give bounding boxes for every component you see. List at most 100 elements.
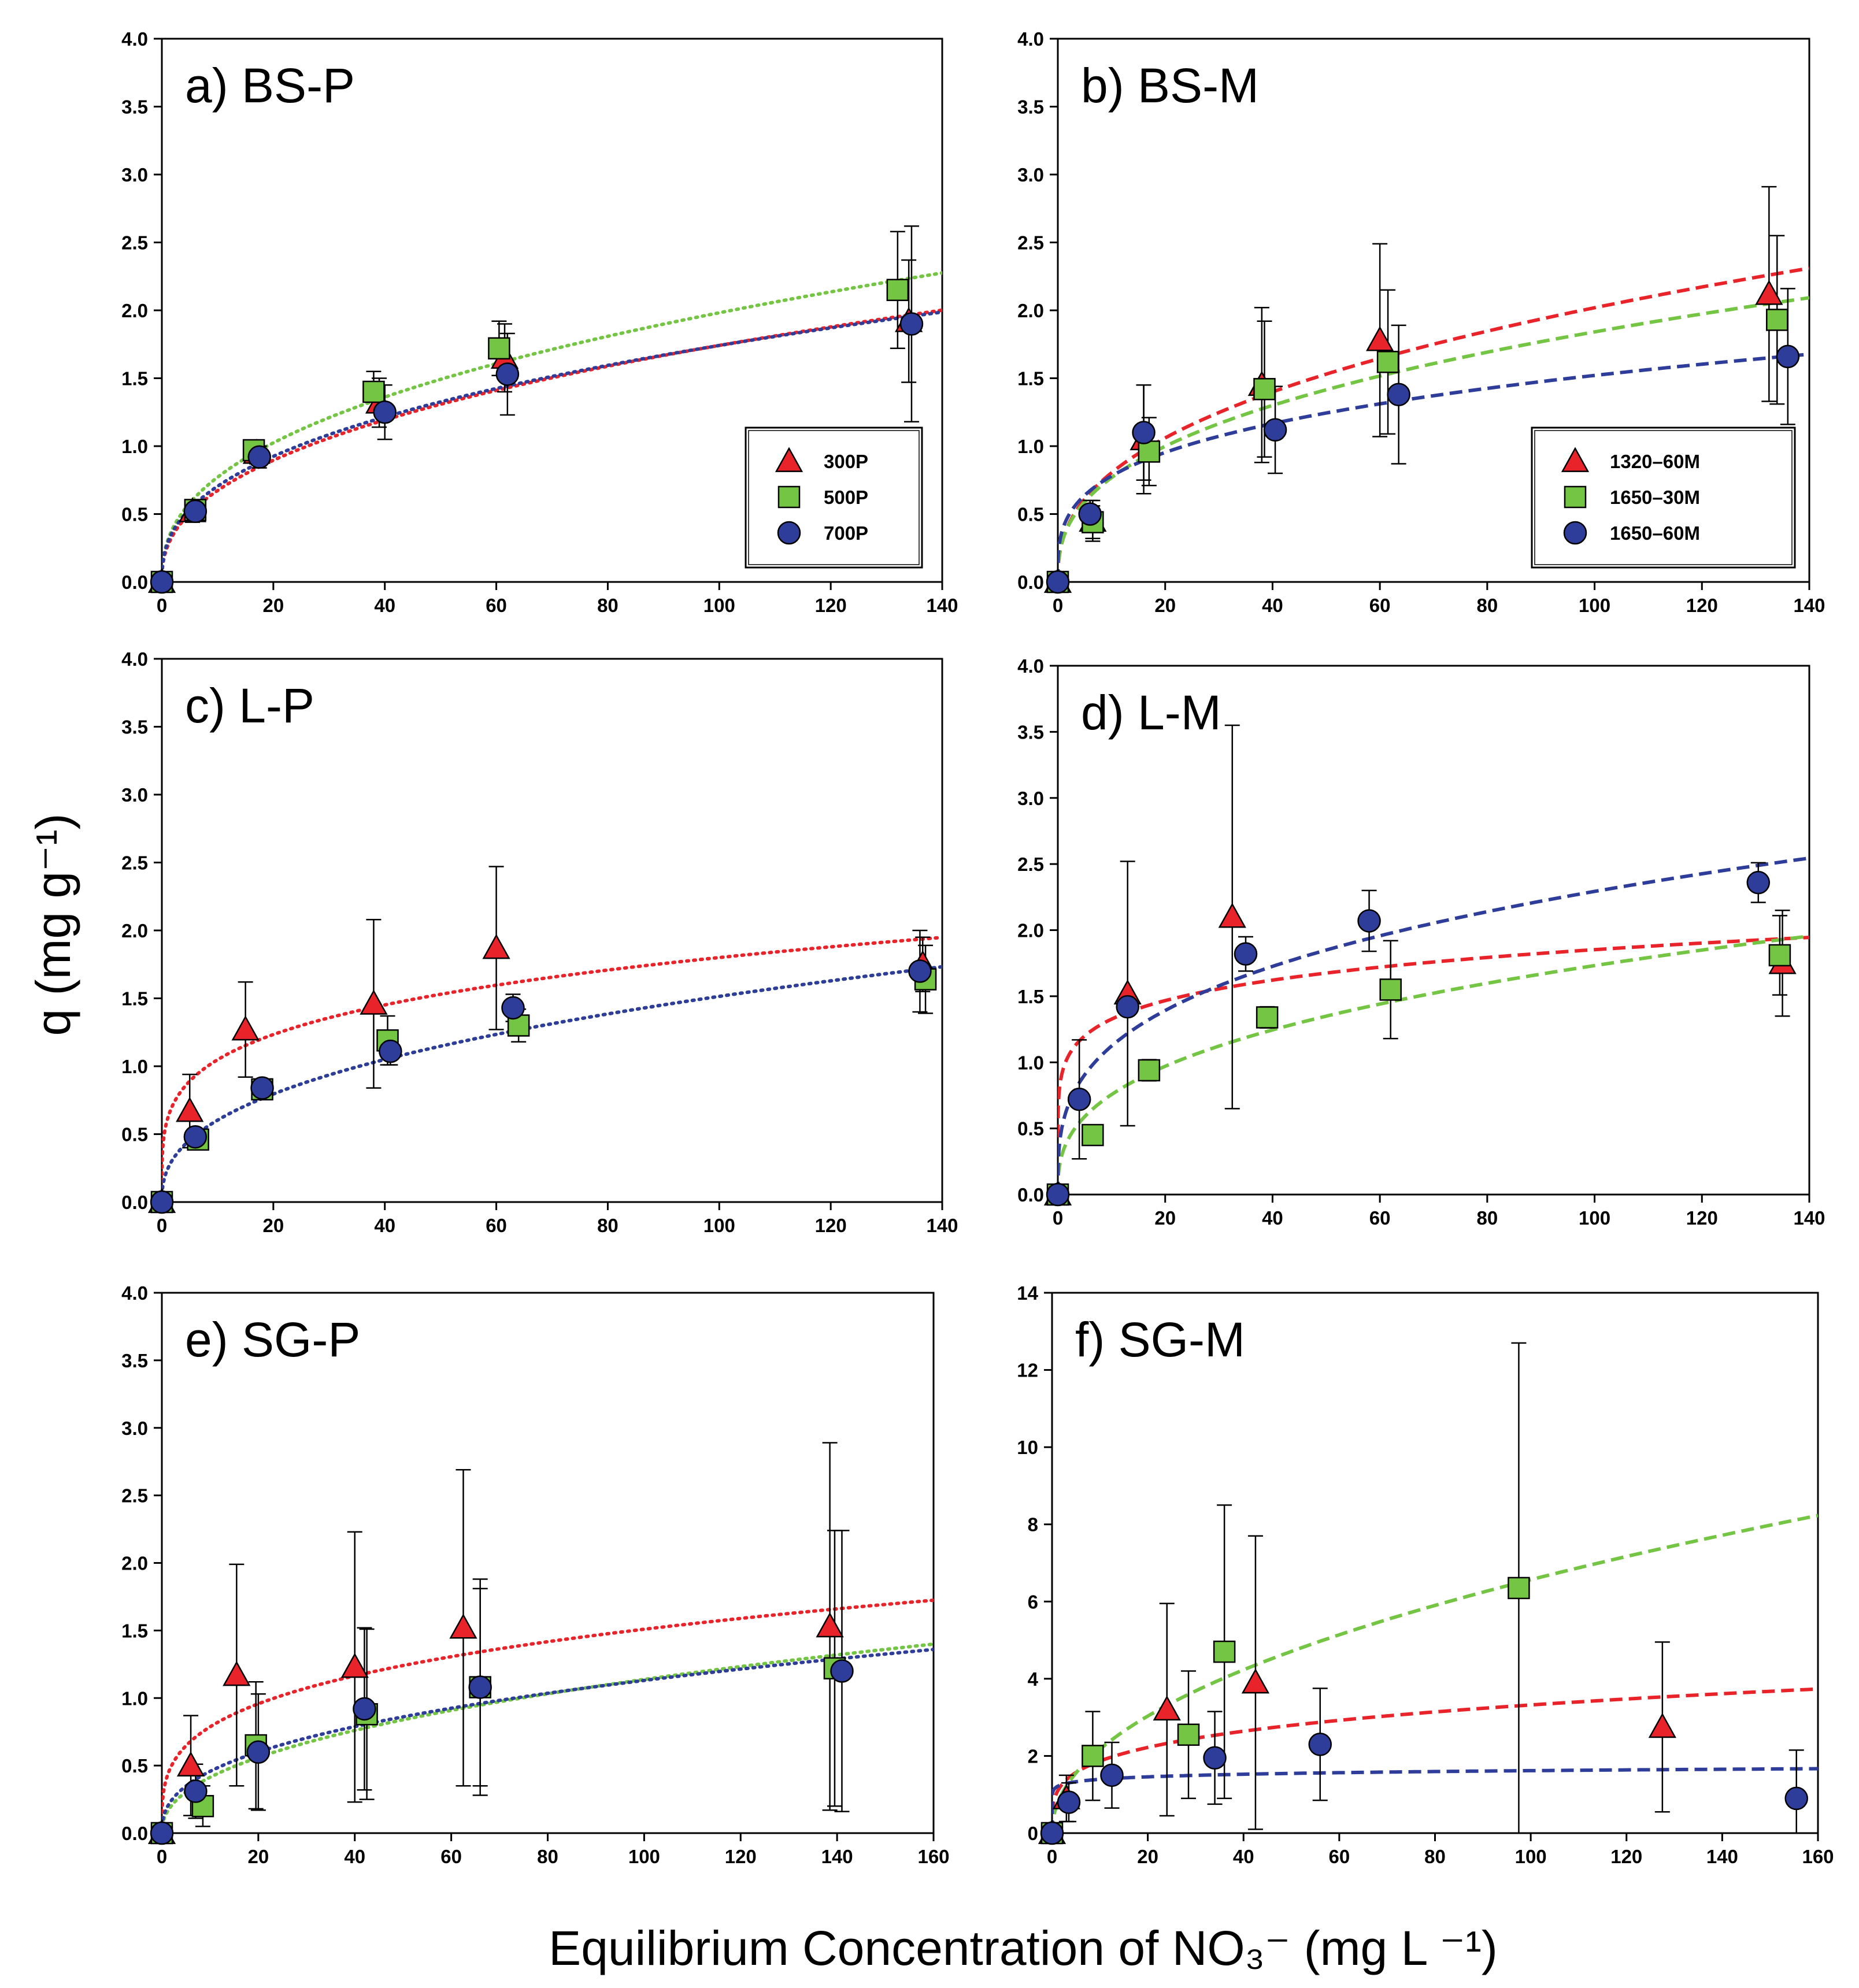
y-tick-label: 3.5 [121, 1350, 148, 1371]
x-tick-label: 40 [1262, 1207, 1283, 1229]
data-point-green [362, 380, 385, 403]
panel-title: b) BS-M [1081, 58, 1259, 113]
x-tick-label: 20 [248, 1846, 269, 1867]
x-tick-label: 120 [815, 595, 847, 616]
y-tick-label: 3.0 [121, 164, 148, 186]
data-point-red [1648, 1712, 1676, 1738]
y-tick-label: 2.0 [121, 1553, 148, 1574]
x-tick-label: 120 [1686, 595, 1718, 616]
data-point-red [360, 989, 388, 1015]
y-tick-label: 6 [1028, 1591, 1038, 1612]
data-point-green [1768, 944, 1791, 967]
data-point-blue [1132, 421, 1156, 444]
x-tick-label: 0 [1053, 1207, 1063, 1229]
x-tick-label: 20 [1154, 595, 1176, 616]
y-tick-label: 0.5 [1017, 1118, 1044, 1140]
x-tick-label: 120 [1686, 1207, 1718, 1229]
x-tick-label: 60 [1369, 595, 1391, 616]
data-point-red [1366, 326, 1394, 351]
data-point-blue [1046, 570, 1070, 594]
y-tick-label: 2.5 [121, 852, 148, 874]
legend-inner-border [748, 430, 920, 565]
y-tick-label: 2.5 [121, 1485, 148, 1507]
data-point-blue [184, 1779, 208, 1803]
x-tick-label: 80 [597, 595, 619, 616]
legend: 300P 500P 700P [745, 426, 923, 569]
y-tick-label: 2.5 [1017, 854, 1044, 875]
y-tick-label: 3.5 [1017, 721, 1044, 743]
data-point-blue [250, 1076, 274, 1100]
x-tick-label: 160 [917, 1846, 949, 1867]
data-point-red [231, 1015, 260, 1041]
x-tick-label: 120 [815, 1215, 847, 1236]
panel-d: 0 20 40 60 80 100 120 140 0.0 0.5 1.0 1.5 2.0 2.5 3.0 3… [1017, 655, 1825, 1229]
y-tick-label: 4 [1028, 1668, 1039, 1690]
panel-f: 0 20 40 60 80 100 120 140 160 0 2 4 6 8 10 12 14 f) SG-M [1017, 1282, 1834, 1867]
y-tick-label: 0.5 [121, 504, 148, 525]
data-point-green [488, 337, 510, 360]
y-tick-label: 1.0 [121, 1687, 148, 1709]
x-tick-label: 60 [1329, 1846, 1350, 1867]
y-tick-label: 1.0 [1017, 436, 1044, 457]
fit-curve-red [162, 308, 942, 582]
data-point-blue [1387, 383, 1410, 406]
y-tick-label: 1.0 [1017, 1052, 1044, 1073]
data-point-red [482, 933, 510, 959]
y-tick-label: 0.0 [121, 1192, 148, 1213]
y-tick-label: 3.5 [1017, 97, 1044, 118]
data-point-red [340, 1652, 369, 1678]
x-tick-label: 40 [1233, 1846, 1254, 1867]
data-point-blue [150, 570, 174, 594]
data-point-blue [183, 1125, 208, 1149]
y-tick-label: 3.0 [121, 1418, 148, 1439]
data-point-green [1177, 1723, 1200, 1746]
y-tick-label: 10 [1017, 1437, 1038, 1458]
x-tick-label: 100 [628, 1846, 660, 1867]
x-tick-label: 80 [537, 1846, 558, 1867]
x-tick-label: 20 [1154, 1207, 1176, 1229]
x-tick-label: 100 [1515, 1846, 1547, 1867]
panel-title: d) L-M [1081, 685, 1221, 740]
panel-title: e) SG-P [185, 1312, 360, 1367]
x-tick-label: 0 [1047, 1846, 1057, 1867]
y-tick-label: 4.0 [121, 28, 148, 50]
x-tick-label: 120 [1610, 1846, 1642, 1867]
data-point-green [1256, 1006, 1279, 1029]
data-point-green [1766, 309, 1788, 331]
y-tick-label: 3.0 [121, 784, 148, 806]
data-point-green [1253, 378, 1276, 400]
data-point-blue [1078, 502, 1102, 526]
y-tick-label: 8 [1028, 1514, 1038, 1535]
data-point-blue [247, 445, 271, 469]
data-point-blue [1263, 418, 1287, 442]
data-point-red [1153, 1695, 1181, 1721]
panel-b: 0 20 40 60 80 100 120 140 0.0 0.5 1.0 1.5 2.0 2.5 3.0 3… [1017, 28, 1825, 616]
y-axis-title: q (mg g⁻¹) [26, 813, 80, 1036]
y-tick-label: 0.5 [121, 1755, 148, 1776]
data-point-blue [150, 1190, 174, 1214]
y-tick-label: 0.0 [1017, 572, 1044, 593]
x-tick-label: 0 [157, 1846, 167, 1867]
data-point-blue [1746, 870, 1771, 895]
y-tick-label: 2.0 [121, 300, 148, 321]
x-tick-label: 40 [1262, 595, 1283, 616]
x-tick-label: 60 [440, 1846, 462, 1867]
legend-marker-green [1564, 485, 1587, 509]
y-tick-label: 1.0 [121, 436, 148, 457]
y-tick-label: 3.0 [1017, 164, 1044, 186]
y-tick-label: 4.0 [121, 1282, 148, 1304]
data-point-green [1508, 1577, 1530, 1600]
y-tick-label: 3.5 [121, 717, 148, 738]
data-point-blue [379, 1039, 402, 1063]
y-tick-label: 3.0 [1017, 788, 1044, 809]
legend-marker-red [1561, 447, 1590, 472]
data-point-blue [353, 1697, 376, 1721]
data-point-blue [830, 1659, 854, 1683]
fit-curve-green [1052, 1514, 1818, 1833]
data-point-green [1138, 440, 1161, 463]
legend-label: 500P [824, 487, 868, 508]
y-tick-label: 2.0 [1017, 300, 1044, 321]
legend-label: 1320–60M [1610, 451, 1700, 472]
x-tick-label: 140 [1793, 1207, 1825, 1229]
legend-label: 700P [824, 522, 868, 544]
